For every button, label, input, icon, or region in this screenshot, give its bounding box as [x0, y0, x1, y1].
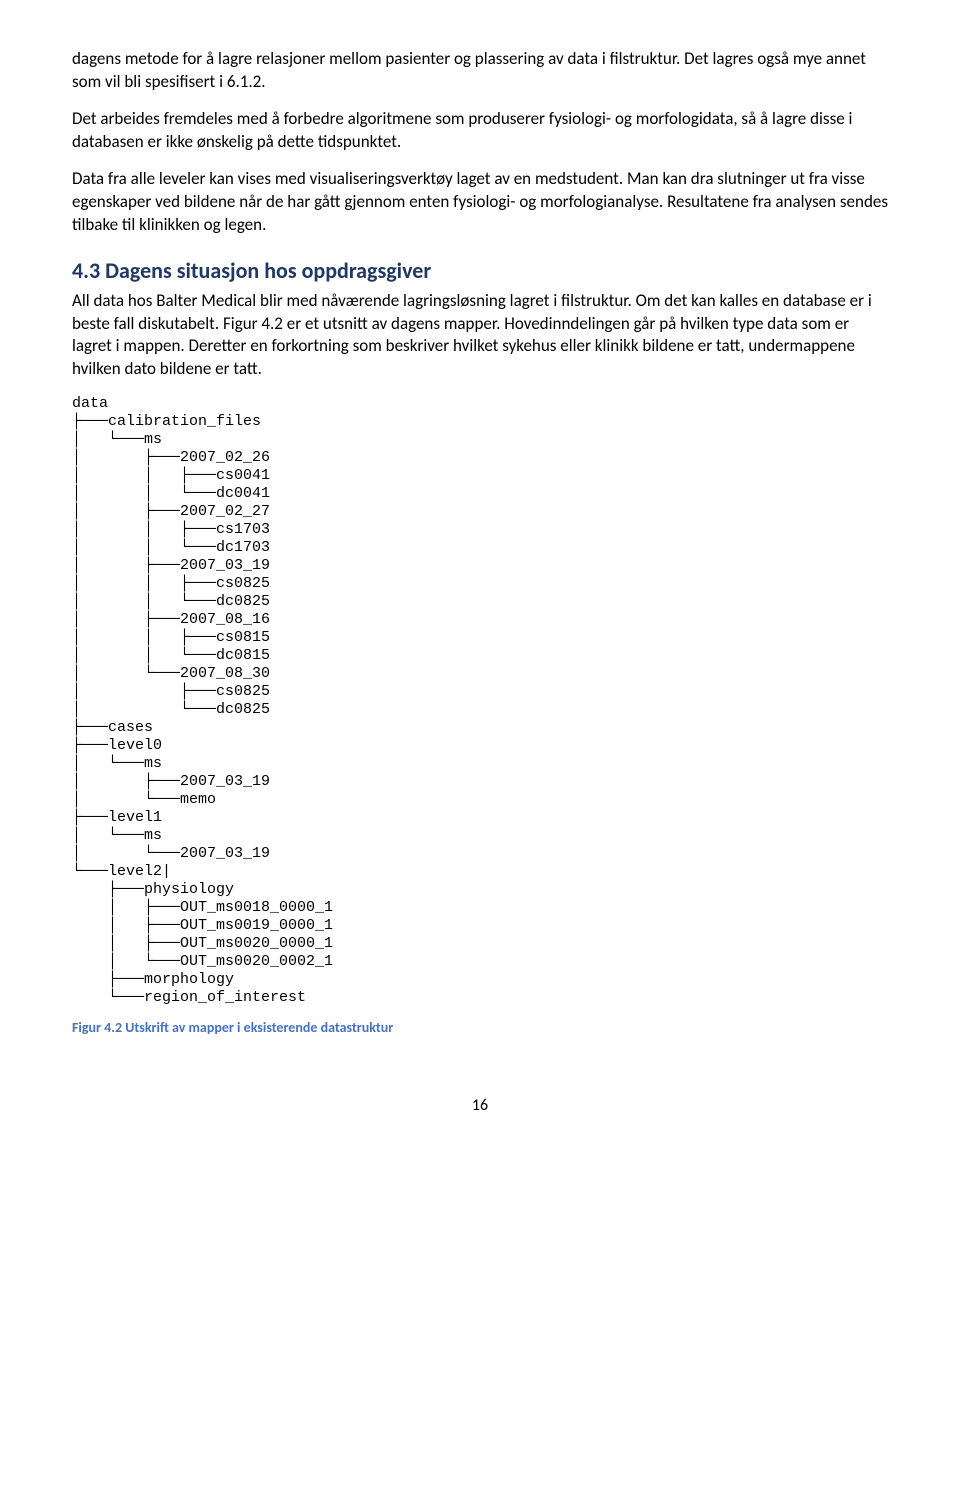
paragraph-3: Data fra alle leveler kan vises med visu…: [72, 168, 888, 237]
section-number: 4.3: [72, 257, 100, 284]
paragraph-2: Det arbeides fremdeles med å forbedre al…: [72, 108, 888, 154]
figure-caption: Figur 4.2 Utskrift av mapper i eksistere…: [72, 1019, 888, 1036]
page-number: 16: [72, 1096, 888, 1115]
section-heading: 4.3 Dagens situasjon hos oppdragsgiver: [72, 257, 888, 284]
section-title: Dagens situasjon hos oppdragsgiver: [105, 257, 431, 284]
section-body: All data hos Balter Medical blir med nåv…: [72, 290, 888, 382]
directory-tree: data ├───calibration_files │ └───ms │ ├─…: [72, 395, 888, 1007]
paragraph-1: dagens metode for å lagre relasjoner mel…: [72, 48, 888, 94]
